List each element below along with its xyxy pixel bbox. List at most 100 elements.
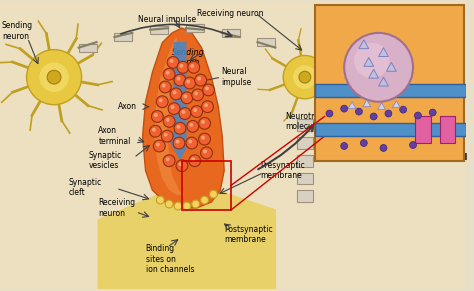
Text: Sending
neuron: Sending neuron: [172, 48, 205, 67]
Text: Channel: Channel: [433, 153, 468, 162]
Circle shape: [188, 140, 192, 143]
Circle shape: [189, 123, 193, 127]
Text: Axon: Axon: [118, 102, 137, 111]
Circle shape: [344, 33, 413, 102]
Text: Na⁺: Na⁺: [446, 74, 460, 84]
Circle shape: [326, 110, 333, 117]
Circle shape: [356, 108, 362, 115]
Circle shape: [166, 71, 170, 75]
Circle shape: [166, 157, 170, 161]
Circle shape: [163, 68, 175, 80]
Circle shape: [191, 106, 202, 118]
FancyArrow shape: [170, 43, 190, 159]
Circle shape: [149, 125, 161, 137]
Polygon shape: [392, 101, 400, 108]
Text: Synaptic
cleft: Synaptic cleft: [69, 178, 102, 197]
Circle shape: [360, 140, 367, 146]
Circle shape: [183, 202, 191, 210]
Circle shape: [154, 140, 165, 152]
Circle shape: [187, 120, 199, 132]
Circle shape: [203, 150, 207, 153]
Circle shape: [201, 120, 205, 124]
Text: Synaptic cleft: Synaptic cleft: [317, 128, 373, 134]
Circle shape: [173, 91, 176, 94]
Bar: [415, 116, 431, 143]
Circle shape: [176, 77, 181, 81]
Polygon shape: [364, 58, 374, 66]
Circle shape: [189, 155, 201, 167]
Circle shape: [190, 64, 194, 68]
Circle shape: [159, 81, 171, 93]
Bar: [150, 26, 168, 34]
Circle shape: [201, 136, 205, 140]
Text: Presynaptic
membrane: Presynaptic membrane: [261, 161, 305, 180]
Bar: [297, 155, 313, 167]
PathPatch shape: [143, 28, 224, 208]
Text: Receiving neuron: Receiving neuron: [197, 9, 263, 18]
Circle shape: [205, 86, 209, 91]
Circle shape: [163, 116, 175, 127]
Circle shape: [186, 137, 198, 149]
Polygon shape: [315, 84, 466, 97]
Polygon shape: [378, 103, 385, 110]
Circle shape: [171, 105, 174, 109]
Bar: [297, 137, 313, 149]
Circle shape: [341, 105, 347, 112]
Circle shape: [174, 74, 186, 86]
Text: Synaptic
vesicle: Synaptic vesicle: [392, 28, 425, 47]
Circle shape: [414, 112, 421, 119]
Circle shape: [179, 162, 182, 166]
Bar: [79, 44, 97, 52]
Text: Binding
sites on
ion channels: Binding sites on ion channels: [146, 244, 194, 274]
Text: Na⁺: Na⁺: [446, 139, 460, 148]
Circle shape: [201, 196, 209, 204]
Circle shape: [174, 123, 186, 134]
Text: Receiving
neuron: Receiving neuron: [98, 198, 136, 218]
Circle shape: [39, 62, 69, 92]
Text: Synaptic
vesicles: Synaptic vesicles: [89, 151, 122, 171]
Circle shape: [154, 113, 158, 117]
Bar: [182, 161, 231, 210]
Circle shape: [283, 56, 327, 99]
Circle shape: [192, 200, 200, 208]
Text: Postsynaptic
membrane: Postsynaptic membrane: [317, 147, 369, 159]
Circle shape: [400, 106, 407, 113]
Circle shape: [385, 110, 392, 117]
Bar: [297, 173, 313, 184]
Circle shape: [293, 65, 317, 89]
Circle shape: [176, 125, 181, 129]
Circle shape: [204, 103, 208, 107]
Circle shape: [167, 56, 179, 68]
Circle shape: [177, 61, 189, 73]
Circle shape: [166, 118, 170, 122]
Circle shape: [159, 98, 163, 102]
Circle shape: [173, 137, 185, 149]
Circle shape: [210, 190, 217, 198]
Polygon shape: [369, 69, 379, 78]
Text: Axon
terminal: Axon terminal: [98, 127, 131, 146]
Circle shape: [176, 160, 188, 172]
Circle shape: [202, 84, 214, 96]
Circle shape: [197, 77, 201, 81]
Circle shape: [380, 145, 387, 151]
Circle shape: [165, 200, 173, 208]
Polygon shape: [379, 77, 388, 86]
Circle shape: [164, 133, 168, 137]
Bar: [257, 38, 275, 46]
Circle shape: [156, 196, 164, 204]
Polygon shape: [315, 123, 466, 136]
Text: Presynaptic
membrane: Presynaptic membrane: [317, 110, 365, 123]
Circle shape: [181, 92, 193, 104]
Bar: [186, 24, 204, 32]
Circle shape: [194, 91, 198, 95]
Circle shape: [193, 108, 197, 112]
Bar: [222, 29, 239, 37]
Text: Postsynaptic
membrane: Postsynaptic membrane: [224, 225, 273, 244]
Circle shape: [429, 109, 436, 116]
Text: Neural impulse: Neural impulse: [137, 15, 196, 24]
Text: Sending
neuron: Sending neuron: [2, 21, 33, 41]
Circle shape: [192, 89, 203, 101]
Circle shape: [354, 43, 390, 78]
Circle shape: [199, 118, 210, 129]
Circle shape: [156, 96, 168, 108]
